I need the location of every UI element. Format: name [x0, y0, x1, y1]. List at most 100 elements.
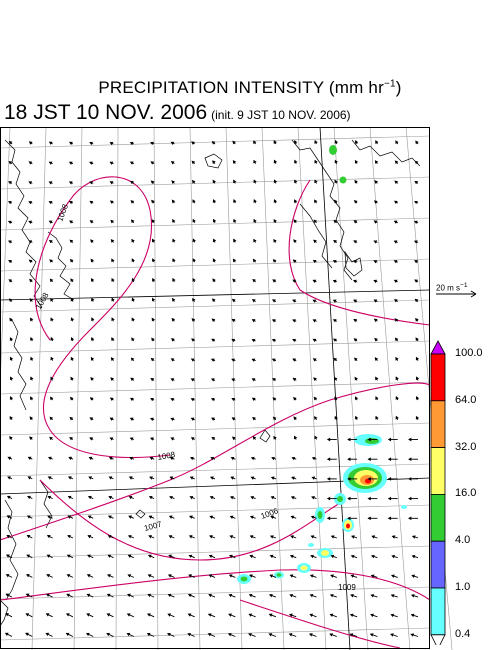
wind-arrow-head — [67, 535, 71, 539]
wind-arrow-head — [207, 633, 212, 637]
precip-cell — [300, 565, 308, 571]
isobar-label: 1006 — [260, 506, 280, 521]
wind-arrow-head — [91, 317, 95, 321]
wind-arrow-head — [88, 456, 93, 461]
wind-arrow-head — [232, 160, 237, 164]
wind-arrow-head — [127, 535, 132, 539]
wind-arrow-head — [192, 238, 196, 243]
wind-arrow-head — [150, 357, 155, 362]
wind-arrow-head — [408, 496, 412, 501]
wind-arrow-head — [207, 613, 212, 617]
wind-arrow-head — [268, 613, 273, 617]
wind-arrow-head — [70, 376, 74, 381]
wind-arrow-head — [30, 396, 34, 401]
wind-arrow-head — [250, 496, 255, 500]
wind-arrow-head — [30, 376, 34, 381]
graticule-line — [0, 299, 431, 313]
wind-arrow-head — [387, 516, 392, 521]
wind-arrow-head — [233, 238, 237, 243]
wind-arrow-head — [29, 416, 34, 420]
wind-arrow-head — [129, 397, 134, 402]
wind-arrow-head — [28, 200, 32, 205]
wind-arrow-head — [171, 180, 175, 184]
isobar-label: 1008 — [55, 202, 70, 222]
wind-arrow-head — [232, 278, 236, 283]
wind-arrow-head — [109, 181, 114, 185]
wind-arrow-head — [414, 180, 419, 185]
wind-arrow-head — [334, 159, 338, 164]
wind-arrow-head — [312, 358, 317, 362]
wind-arrow-head — [387, 437, 392, 442]
wind-arrow-head — [192, 218, 196, 223]
wind-arrow-head — [68, 200, 73, 205]
wind-arrow-head — [151, 337, 155, 342]
wind-arrow-head — [212, 218, 217, 223]
wind-arrow-head — [170, 141, 175, 145]
wind-arrow-head — [131, 258, 135, 262]
wind-arrow-head — [150, 161, 155, 165]
wind-arrow-head — [212, 278, 216, 283]
wind-arrow-head — [291, 476, 295, 480]
wind-arrow-head — [172, 297, 176, 302]
wind-arrow-head — [49, 416, 54, 421]
wind-arrow-head — [326, 496, 331, 501]
valid-time-line: 18 JST 10 NOV. 2006 (init. 9 JST 10 NOV. … — [4, 101, 351, 125]
wind-arrow-head — [172, 218, 176, 223]
wind-arrow-head — [188, 535, 193, 539]
wind-arrow-head — [229, 535, 234, 539]
wind-arrow-head — [413, 220, 418, 224]
wind-vectors — [4, 139, 420, 637]
wind-arrow-head — [7, 240, 12, 244]
wind-arrow-head — [269, 574, 274, 578]
wind-arrow-head — [232, 436, 236, 441]
wind-arrow-head — [252, 416, 256, 421]
wind-arrow-head — [390, 633, 394, 637]
wind-arrow-head — [192, 298, 196, 302]
wind-arrow-head — [353, 220, 358, 224]
wind-arrow-head — [110, 357, 115, 361]
wind-arrow-head — [50, 376, 54, 381]
graticule-line — [225, 127, 243, 650]
wind-arrow-head — [187, 593, 192, 598]
wind-arrow-head — [48, 200, 53, 205]
colorbar-tick-label: 100.0 — [455, 347, 483, 359]
wind-arrow-head — [313, 396, 318, 401]
wind-arrow-head — [270, 515, 274, 519]
wind-arrow-head — [248, 593, 253, 598]
wind-arrow-head — [5, 613, 9, 617]
wind-arrow-head — [373, 200, 378, 204]
wind-arrow-head — [168, 535, 173, 539]
wind-arrow-head — [371, 554, 375, 559]
wind-arrow-head — [395, 356, 399, 361]
wind-arrow-head — [310, 554, 314, 559]
wind-arrow-head — [9, 396, 14, 400]
wind-arrow-head — [70, 356, 75, 361]
wind-arrow-head — [188, 554, 193, 559]
wind-arrow-head — [290, 496, 295, 500]
wind-arrow-head — [50, 396, 54, 401]
wind-arrow-head — [395, 376, 399, 381]
wind-arrow-head — [48, 161, 53, 165]
wind-arrow-head — [347, 477, 351, 481]
wind-arrow-head — [170, 437, 175, 441]
wind-arrow-head — [330, 554, 335, 559]
wind-arrow-head — [129, 437, 134, 441]
wind-arrow-head — [410, 613, 415, 618]
wind-arrow-head — [29, 278, 33, 283]
wind-arrow-head — [415, 376, 420, 381]
wind-arrow-head — [332, 260, 337, 264]
wind-arrow-head — [272, 416, 277, 421]
wind-arrow-head — [253, 179, 257, 184]
wind-arrow-head — [210, 358, 215, 362]
wind-arrow-head — [87, 515, 92, 519]
wind-arrow-head — [394, 337, 399, 342]
wind-arrow-head — [395, 140, 399, 145]
wind-arrow-head — [208, 574, 213, 578]
wind-arrow-head — [129, 141, 134, 146]
wind-arrow-head — [9, 317, 13, 322]
wind-arrow-head — [70, 336, 75, 341]
wind-arrow-head — [47, 515, 51, 519]
wind-arrow-head — [30, 336, 34, 341]
wind-arrow-head — [147, 574, 152, 578]
wind-arrow-head — [272, 279, 277, 283]
